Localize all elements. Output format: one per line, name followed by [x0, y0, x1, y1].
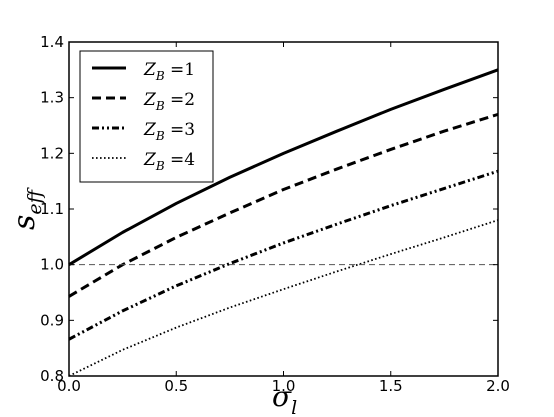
y-tick-label: 0.9	[40, 311, 64, 329]
legend-label-2: ZB =2	[143, 90, 195, 113]
legend-label-4: ZB =4	[143, 150, 195, 173]
y-tick-label: 1.0	[40, 256, 64, 274]
y-axis-label-main: s	[7, 215, 42, 230]
y-axis-label: seff	[7, 186, 46, 230]
legend-label-3: ZB =3	[143, 120, 195, 143]
legend-box	[79, 50, 214, 183]
x-tick-label: 0.5	[164, 377, 188, 395]
y-tick-label: 0.8	[40, 367, 64, 385]
y-tick-label: 1.3	[40, 89, 64, 107]
legend-label-1: ZB =1	[143, 60, 195, 83]
x-axis-label-subscript: l	[291, 397, 297, 417]
x-tick-label: 1.0	[272, 377, 296, 395]
x-tick-label: 0.0	[57, 377, 81, 395]
series-line-1	[68, 68, 499, 266]
legend: ZB =1 ZB =2 ZB =3 ZB =4	[79, 50, 214, 183]
y-tick-label: 1.1	[40, 200, 64, 218]
y-tick-label: 1.4	[40, 33, 64, 51]
series-line-2	[68, 112, 499, 298]
series-line-3	[68, 169, 499, 341]
x-axis-label-main: σ	[272, 380, 292, 413]
x-tick-label: 1.5	[379, 377, 403, 395]
plot-lines	[68, 68, 499, 377]
y-tick-label: 1.2	[40, 144, 64, 162]
y-axis-label-subscript: eff	[24, 186, 46, 214]
axis-ticks: 0.0 0.5 1.0 1.5 2.0 0.8 0.9 1.0 1.1 1.2 1.3 1.4	[40, 33, 510, 395]
x-tick-label: 2.0	[486, 377, 510, 395]
x-axis-label: σl	[272, 380, 297, 417]
